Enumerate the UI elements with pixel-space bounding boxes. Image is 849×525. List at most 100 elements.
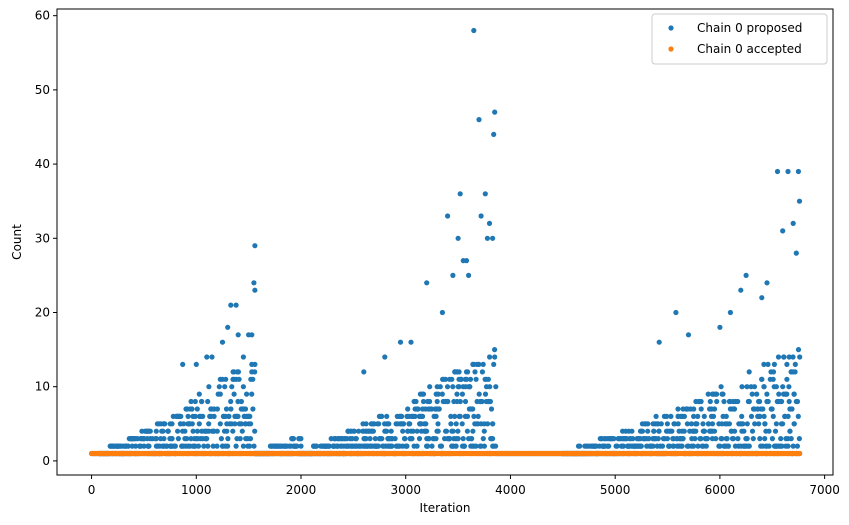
proposed-point [751, 384, 758, 390]
proposed-point [650, 443, 656, 449]
proposed-point [442, 376, 449, 382]
proposed-point [703, 443, 709, 449]
proposed-point [790, 443, 796, 449]
proposed-point [189, 421, 195, 427]
proposed-point [388, 428, 394, 434]
proposed-point [195, 443, 202, 449]
proposed-point [363, 436, 369, 442]
proposed-point [379, 413, 385, 419]
proposed-point [795, 168, 802, 175]
proposed-point [468, 436, 475, 442]
proposed-point [671, 443, 677, 449]
proposed-point [233, 443, 239, 449]
proposed-point [188, 398, 194, 405]
proposed-point [730, 436, 737, 442]
proposed-point [252, 361, 258, 367]
proposed-point [404, 443, 410, 449]
proposed-point [416, 436, 423, 442]
proposed-point [467, 384, 473, 390]
proposed-point [194, 406, 200, 412]
proposed-point [456, 369, 462, 375]
proposed-point [479, 369, 485, 375]
proposed-point [201, 443, 207, 449]
proposed-point [717, 443, 723, 449]
proposed-point [434, 398, 440, 405]
x-tick-label: 3000 [390, 483, 421, 497]
proposed-point [792, 369, 798, 375]
proposed-point [738, 287, 744, 293]
proposed-point [457, 398, 463, 405]
proposed-point [691, 413, 697, 419]
proposed-point [778, 436, 784, 442]
proposed-point [492, 347, 498, 353]
proposed-point [460, 436, 466, 442]
proposed-point [681, 413, 688, 419]
proposed-point [786, 354, 792, 360]
proposed-point [240, 443, 246, 449]
proposed-point [196, 421, 202, 427]
proposed-point [223, 406, 230, 412]
proposed-point [172, 443, 178, 449]
proposed-point [426, 436, 432, 442]
y-tick-label: 20 [35, 305, 50, 319]
proposed-point [710, 413, 717, 419]
proposed-point [757, 413, 763, 419]
proposed-point [427, 384, 433, 390]
proposed-point [480, 436, 486, 442]
proposed-point [185, 413, 191, 419]
proposed-point [478, 213, 484, 219]
proposed-point [294, 443, 300, 449]
proposed-point [784, 376, 790, 382]
proposed-point [761, 384, 767, 390]
proposed-point [779, 443, 785, 449]
proposed-point [420, 391, 427, 397]
proposed-point [487, 384, 493, 390]
proposed-point [691, 443, 697, 449]
proposed-point [175, 428, 181, 434]
proposed-point [476, 391, 482, 397]
proposed-point [713, 436, 719, 442]
proposed-point [326, 443, 332, 449]
proposed-point [773, 384, 780, 390]
proposed-point [711, 406, 718, 412]
proposed-point [709, 421, 716, 427]
proposed-point [433, 436, 439, 442]
proposed-point [707, 398, 713, 405]
proposed-point [485, 421, 491, 427]
proposed-point [740, 421, 746, 427]
proposed-point [452, 413, 458, 419]
proposed-point [450, 428, 456, 434]
proposed-point [400, 428, 406, 434]
proposed-point [645, 428, 651, 434]
proposed-point [435, 428, 441, 434]
proposed-point [226, 413, 232, 419]
proposed-point [611, 436, 617, 442]
proposed-point [429, 443, 435, 449]
proposed-point [204, 354, 210, 360]
proposed-point [217, 391, 223, 397]
proposed-point [180, 361, 186, 367]
proposed-point [731, 406, 738, 412]
proposed-point [228, 398, 234, 405]
proposed-point [639, 428, 646, 434]
proposed-point [409, 436, 415, 442]
proposed-point [439, 391, 445, 397]
proposed-point [194, 428, 200, 434]
proposed-point [437, 384, 443, 390]
proposed-point [459, 421, 465, 427]
proposed-point [445, 213, 451, 219]
proposed-point [698, 436, 704, 442]
proposed-point [467, 376, 474, 382]
proposed-point [453, 443, 459, 449]
proposed-point [448, 421, 454, 427]
proposed-point [225, 436, 231, 442]
y-axis: 0 10 20 30 40 50 60 [35, 9, 57, 468]
proposed-point [384, 428, 390, 434]
proposed-point [249, 391, 255, 397]
proposed-point [630, 436, 636, 442]
proposed-point [482, 191, 488, 197]
proposed-point [464, 376, 470, 382]
proposed-point [298, 436, 304, 442]
proposed-point [181, 421, 187, 427]
